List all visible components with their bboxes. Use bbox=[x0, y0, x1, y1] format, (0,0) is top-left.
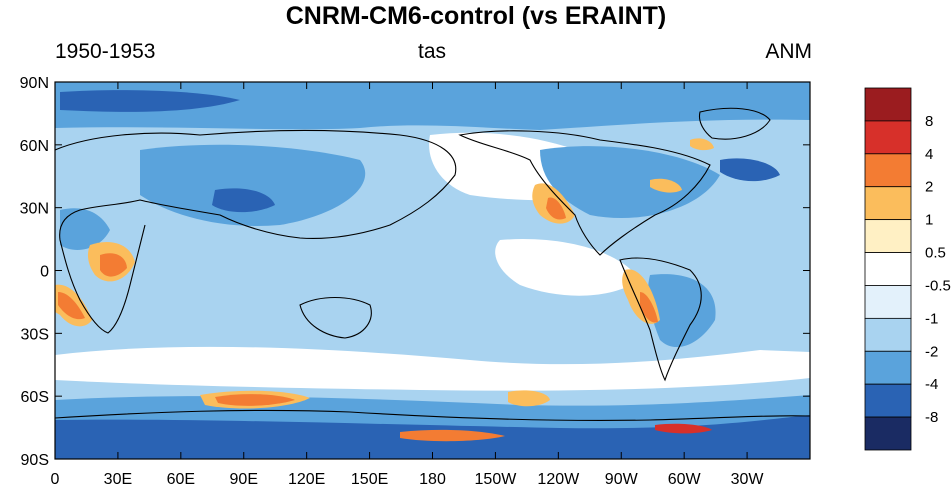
warm-california-core bbox=[546, 197, 566, 220]
lon-tick-label: 180 bbox=[419, 471, 446, 488]
cool-arctic-band bbox=[55, 82, 810, 130]
colorbar-swatch bbox=[864, 383, 912, 418]
colorbar-swatch bbox=[864, 153, 912, 188]
neutral-band-east-pacific bbox=[495, 239, 640, 296]
colorbar-label: -0.5 bbox=[925, 277, 951, 294]
colorbar-swatch bbox=[864, 87, 912, 122]
lat-tick-label: 30N bbox=[20, 201, 49, 218]
lon-tick-label: 0 bbox=[51, 471, 60, 488]
colorbar-label: -8 bbox=[925, 409, 938, 426]
lat-tick-label: 30S bbox=[21, 326, 49, 343]
lon-tick-label: 120E bbox=[288, 471, 325, 488]
warm-east-antarctica-core bbox=[215, 394, 295, 406]
lon-tick-label: 90W bbox=[605, 471, 639, 488]
coast-north-america bbox=[458, 130, 711, 256]
warm-labrador bbox=[690, 138, 714, 151]
neutral-band-south-ocean bbox=[55, 346, 810, 391]
warm-central-africa-core bbox=[100, 253, 127, 277]
cool-south-america bbox=[648, 274, 716, 348]
cool-eurasia bbox=[140, 144, 366, 226]
lon-tick-label: 150E bbox=[351, 471, 388, 488]
lat-tick-label: 60S bbox=[21, 389, 49, 406]
warm-namibia-core bbox=[58, 292, 85, 320]
coastlines bbox=[55, 107, 810, 422]
coast-eurasia-africa bbox=[55, 129, 457, 334]
colorbar-swatch bbox=[864, 252, 912, 286]
colorbar-swatch bbox=[864, 219, 912, 253]
coast-australia bbox=[299, 297, 372, 339]
coast-greenland bbox=[698, 107, 771, 140]
cool-north-atlantic bbox=[720, 158, 780, 182]
lat-tick-label: 60N bbox=[20, 138, 49, 155]
colorbar-swatch bbox=[864, 416, 912, 451]
colorbar-label: -1 bbox=[925, 310, 938, 327]
longitude-axis: 0 30E 60E 90E 120E 150E 180 150W 120W 90W 60W 30W bbox=[51, 82, 765, 488]
colorbar-swatch bbox=[864, 350, 912, 385]
variable-label: tas bbox=[418, 40, 447, 63]
latitude-axis: 90N 60N 30N 0 30S 60S 90S bbox=[20, 75, 810, 469]
cool-north-america bbox=[540, 146, 720, 219]
cool-tibet bbox=[212, 188, 275, 213]
statistic-label: ANM bbox=[765, 40, 812, 63]
lat-tick-label: 0 bbox=[40, 264, 49, 281]
cool-africa-west bbox=[60, 208, 110, 250]
warm-south-pacific bbox=[508, 390, 550, 407]
lat-tick-label: 90N bbox=[20, 75, 49, 92]
coast-antarctica bbox=[55, 409, 810, 422]
lon-tick-label: 30E bbox=[104, 471, 132, 488]
colorbar-label: 0.5 bbox=[925, 245, 946, 262]
warm-peru-core bbox=[640, 292, 658, 323]
colorbar-label: 1 bbox=[925, 212, 933, 229]
lon-tick-label: 90E bbox=[230, 471, 258, 488]
colorbar-label: -4 bbox=[925, 376, 938, 393]
colorbar-label: -2 bbox=[925, 343, 938, 360]
colorbar-label: 8 bbox=[925, 113, 933, 130]
lon-tick-label: 60W bbox=[668, 471, 702, 488]
period-label: 1950-1953 bbox=[55, 40, 156, 63]
colorbar: 8 4 2 1 0.5 -0.5 -1 -2 -4 -8 bbox=[864, 87, 951, 451]
warm-hudson bbox=[650, 178, 682, 193]
coast-south-america bbox=[619, 257, 702, 382]
colorbar-label: 4 bbox=[925, 146, 933, 163]
colorbar-swatch bbox=[864, 285, 912, 319]
lon-tick-label: 30W bbox=[731, 471, 765, 488]
cool-arctic-core bbox=[60, 90, 240, 112]
lat-tick-label: 90S bbox=[21, 452, 49, 469]
warm-ross-ice bbox=[400, 429, 505, 442]
figure-title: CNRM-CM6-control (vs ERAINT) bbox=[285, 2, 667, 30]
lon-tick-label: 150W bbox=[475, 471, 518, 488]
anomaly-field bbox=[55, 82, 810, 459]
warm-weddell-core bbox=[655, 423, 712, 434]
colorbar-swatch bbox=[864, 186, 912, 221]
lon-tick-label: 60E bbox=[167, 471, 195, 488]
colorbar-label: 2 bbox=[925, 179, 933, 196]
colorbar-swatch bbox=[864, 317, 912, 352]
lon-tick-label: 120W bbox=[537, 471, 580, 488]
colorbar-swatch bbox=[864, 120, 912, 155]
